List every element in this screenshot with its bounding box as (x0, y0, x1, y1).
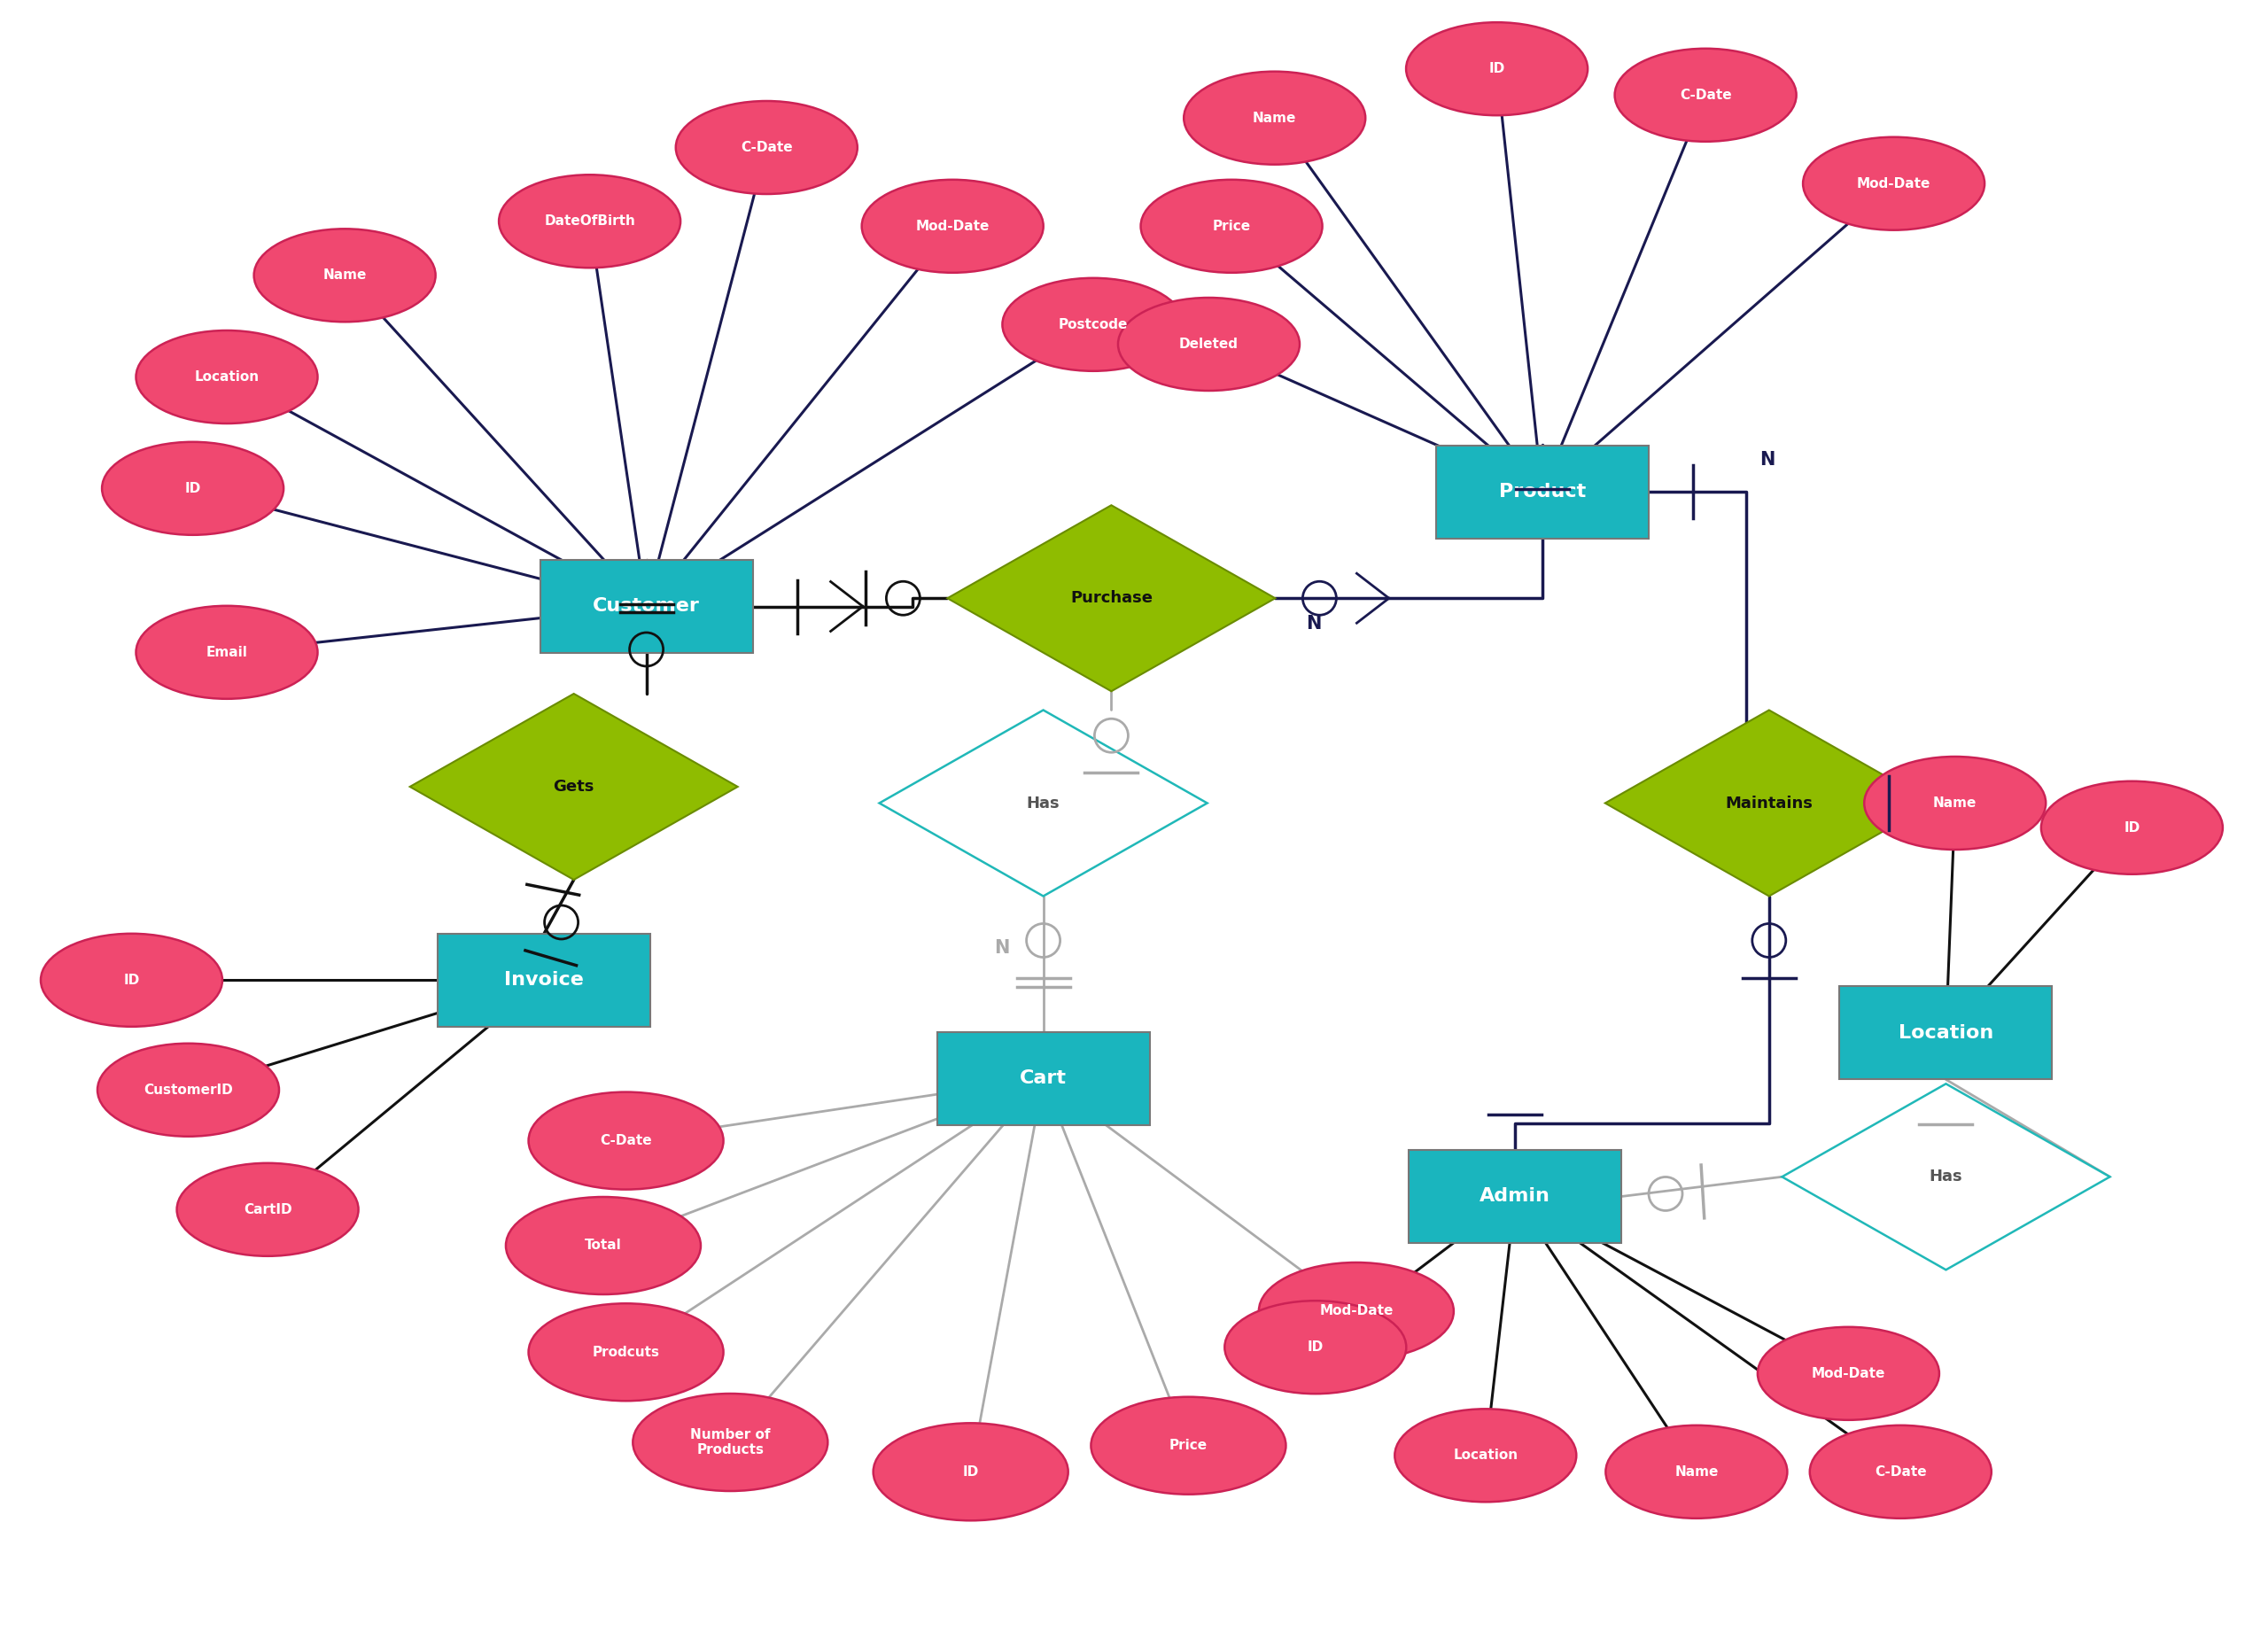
Text: Mod-Date: Mod-Date (1812, 1367, 1885, 1380)
Text: Number of
Products: Number of Products (689, 1428, 771, 1457)
Polygon shape (948, 505, 1275, 692)
Ellipse shape (1225, 1301, 1406, 1393)
Ellipse shape (136, 606, 318, 698)
FancyBboxPatch shape (540, 561, 753, 652)
Ellipse shape (102, 443, 284, 534)
Text: Mod-Date: Mod-Date (1857, 177, 1930, 190)
Text: Total: Total (585, 1239, 621, 1252)
Polygon shape (411, 693, 737, 880)
Text: Maintains: Maintains (1726, 795, 1812, 811)
FancyBboxPatch shape (1839, 987, 2053, 1078)
Text: Customer: Customer (592, 598, 701, 615)
Ellipse shape (1141, 180, 1322, 272)
Text: C-Date: C-Date (1876, 1465, 1926, 1478)
Ellipse shape (1118, 298, 1300, 390)
Ellipse shape (2041, 782, 2223, 874)
Text: Mod-Date: Mod-Date (916, 220, 989, 233)
Text: ID: ID (2123, 821, 2141, 834)
Text: Gets: Gets (553, 779, 594, 795)
Text: Price: Price (1170, 1439, 1207, 1452)
Text: Location: Location (1898, 1024, 1994, 1041)
Text: ID: ID (184, 482, 202, 495)
Text: Deleted: Deleted (1179, 338, 1238, 351)
Text: N: N (996, 939, 1009, 957)
Ellipse shape (499, 175, 680, 267)
Text: ID: ID (962, 1465, 980, 1478)
Text: Purchase: Purchase (1070, 590, 1152, 606)
Text: N: N (1306, 615, 1322, 633)
Polygon shape (880, 710, 1207, 897)
Ellipse shape (1002, 279, 1184, 370)
Polygon shape (1783, 1083, 2109, 1270)
Text: Mod-Date: Mod-Date (1320, 1305, 1393, 1318)
Ellipse shape (633, 1393, 828, 1491)
Text: Has: Has (1027, 795, 1059, 811)
Text: Name: Name (1674, 1465, 1719, 1478)
Ellipse shape (528, 1303, 723, 1401)
FancyBboxPatch shape (438, 934, 651, 1026)
Ellipse shape (1864, 757, 2046, 849)
Ellipse shape (1615, 49, 1796, 141)
Text: CustomerID: CustomerID (143, 1083, 234, 1096)
Text: Cart: Cart (1021, 1070, 1066, 1087)
Text: Price: Price (1213, 220, 1250, 233)
Ellipse shape (98, 1044, 279, 1136)
Ellipse shape (1395, 1410, 1576, 1501)
Ellipse shape (676, 102, 857, 193)
Text: Name: Name (1932, 797, 1978, 810)
Ellipse shape (177, 1164, 358, 1255)
Text: DateOfBirth: DateOfBirth (544, 215, 635, 228)
Text: C-Date: C-Date (742, 141, 792, 154)
Polygon shape (1606, 710, 1932, 897)
Text: Location: Location (1454, 1449, 1517, 1462)
Ellipse shape (136, 331, 318, 423)
FancyBboxPatch shape (1436, 446, 1649, 538)
Text: Postcode: Postcode (1059, 318, 1127, 331)
Ellipse shape (41, 934, 222, 1026)
Text: N: N (1760, 451, 1774, 469)
Text: Email: Email (206, 646, 247, 659)
Ellipse shape (1091, 1396, 1286, 1495)
Ellipse shape (1758, 1328, 1939, 1419)
Text: Location: Location (195, 370, 259, 384)
Ellipse shape (1184, 72, 1365, 164)
FancyBboxPatch shape (1408, 1151, 1622, 1242)
Ellipse shape (1259, 1262, 1454, 1360)
Ellipse shape (1803, 138, 1984, 229)
Text: Name: Name (1252, 111, 1297, 125)
Ellipse shape (254, 229, 435, 321)
Text: Admin: Admin (1479, 1188, 1551, 1205)
Ellipse shape (506, 1196, 701, 1295)
Ellipse shape (862, 180, 1043, 272)
Ellipse shape (528, 1092, 723, 1190)
Text: Product: Product (1499, 484, 1585, 500)
Text: ID: ID (1306, 1341, 1325, 1354)
Ellipse shape (1810, 1426, 1991, 1518)
Text: C-Date: C-Date (601, 1134, 651, 1147)
Text: ID: ID (1488, 62, 1506, 75)
Ellipse shape (1406, 23, 1588, 115)
Text: Name: Name (322, 269, 367, 282)
Text: CartID: CartID (243, 1203, 293, 1216)
Text: C-Date: C-Date (1681, 89, 1730, 102)
Ellipse shape (1606, 1426, 1787, 1518)
Ellipse shape (873, 1423, 1068, 1521)
Text: Has: Has (1930, 1169, 1962, 1185)
FancyBboxPatch shape (937, 1033, 1150, 1124)
Text: Invoice: Invoice (503, 972, 585, 988)
Text: Prodcuts: Prodcuts (592, 1346, 660, 1359)
Text: ID: ID (122, 974, 141, 987)
